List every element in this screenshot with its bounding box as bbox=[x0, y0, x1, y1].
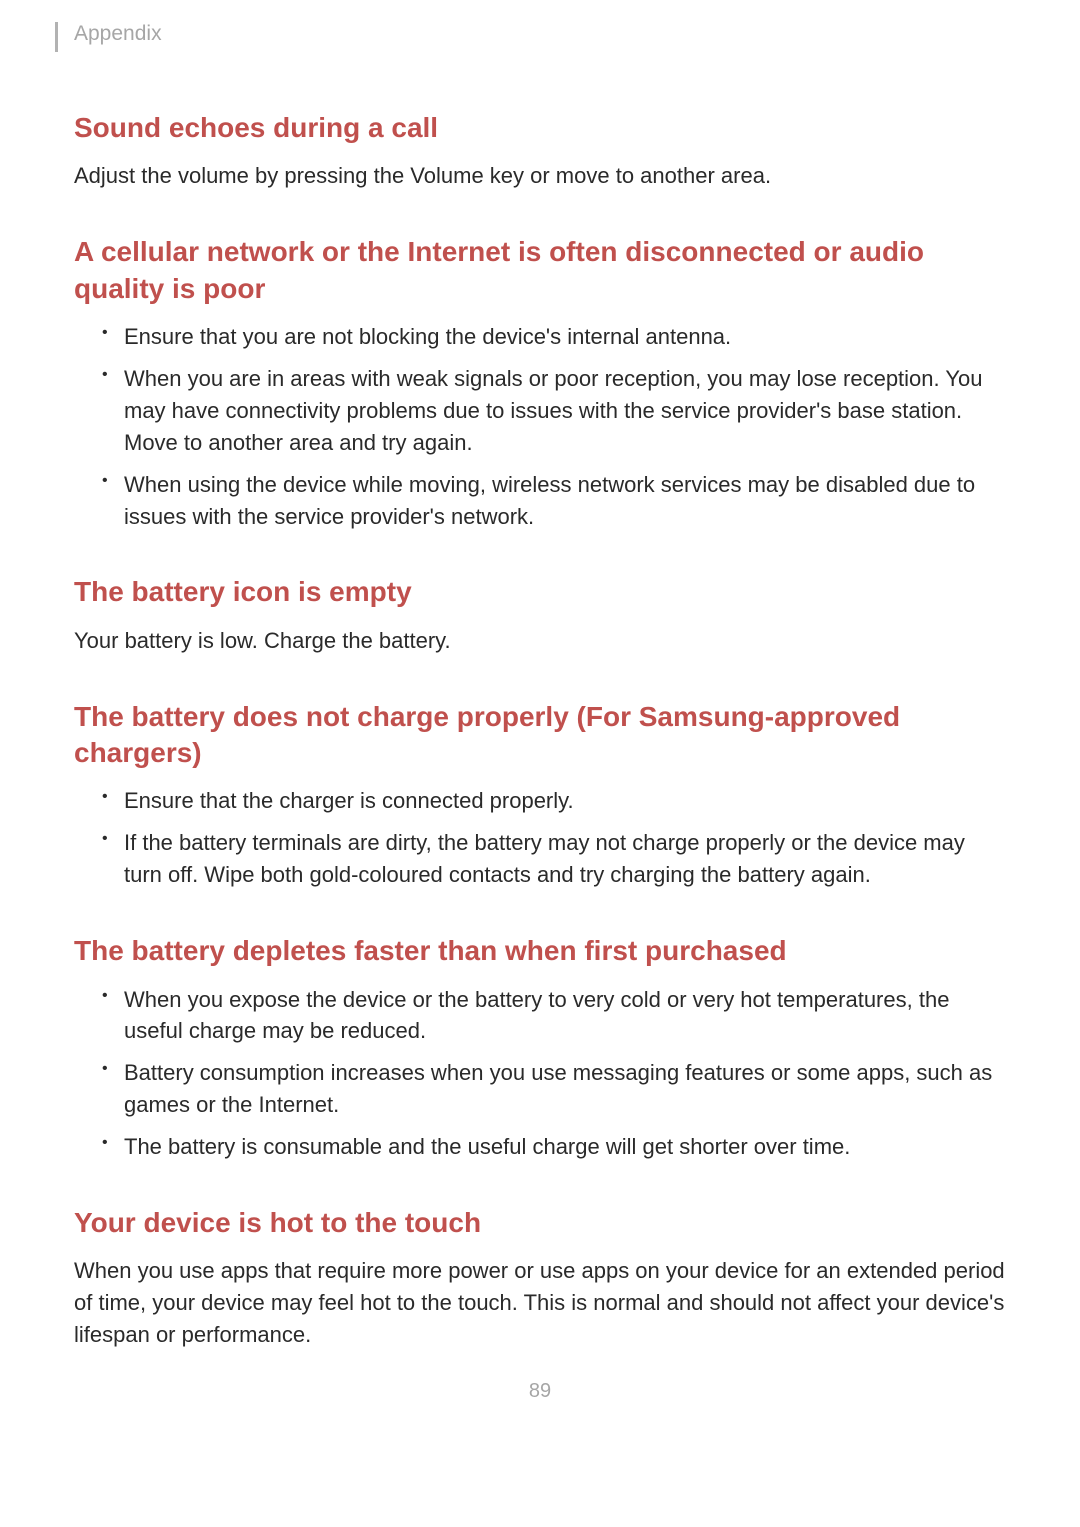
section-heading: Sound echoes during a call bbox=[74, 110, 1006, 146]
header-tab-mark bbox=[55, 22, 58, 52]
section-cellular-disconnected: A cellular network or the Internet is of… bbox=[74, 234, 1006, 532]
section-heading: A cellular network or the Internet is of… bbox=[74, 234, 1006, 307]
page-container: Appendix Sound echoes during a call Adju… bbox=[0, 0, 1080, 1443]
list-item: Battery consumption increases when you u… bbox=[102, 1057, 1006, 1121]
list-item: Ensure that you are not blocking the dev… bbox=[102, 321, 1006, 353]
header-section-label: Appendix bbox=[74, 22, 162, 46]
section-heading: The battery does not charge properly (Fo… bbox=[74, 699, 1006, 772]
section-heading: The battery icon is empty bbox=[74, 574, 1006, 610]
section-heading: The battery depletes faster than when fi… bbox=[74, 933, 1006, 969]
section-sound-echoes: Sound echoes during a call Adjust the vo… bbox=[74, 110, 1006, 192]
page-number: 89 bbox=[0, 1380, 1080, 1403]
list-item: The battery is consumable and the useful… bbox=[102, 1131, 1006, 1163]
section-battery-not-charging: The battery does not charge properly (Fo… bbox=[74, 699, 1006, 891]
section-body: Your battery is low. Charge the battery. bbox=[74, 625, 1006, 657]
list-item: When you expose the device or the batter… bbox=[102, 984, 1006, 1048]
section-body: When you use apps that require more powe… bbox=[74, 1255, 1006, 1351]
content-area: Sound echoes during a call Adjust the vo… bbox=[74, 30, 1006, 1351]
list-item: When using the device while moving, wire… bbox=[102, 469, 1006, 533]
list-item: When you are in areas with weak signals … bbox=[102, 363, 1006, 459]
section-body: Adjust the volume by pressing the Volume… bbox=[74, 160, 1006, 192]
section-battery-empty: The battery icon is empty Your battery i… bbox=[74, 574, 1006, 656]
bullet-list: When you expose the device or the batter… bbox=[74, 984, 1006, 1163]
section-device-hot: Your device is hot to the touch When you… bbox=[74, 1205, 1006, 1351]
list-item: Ensure that the charger is connected pro… bbox=[102, 785, 1006, 817]
section-battery-depletes: The battery depletes faster than when fi… bbox=[74, 933, 1006, 1163]
list-item: If the battery terminals are dirty, the … bbox=[102, 827, 1006, 891]
bullet-list: Ensure that you are not blocking the dev… bbox=[74, 321, 1006, 532]
bullet-list: Ensure that the charger is connected pro… bbox=[74, 785, 1006, 891]
section-heading: Your device is hot to the touch bbox=[74, 1205, 1006, 1241]
